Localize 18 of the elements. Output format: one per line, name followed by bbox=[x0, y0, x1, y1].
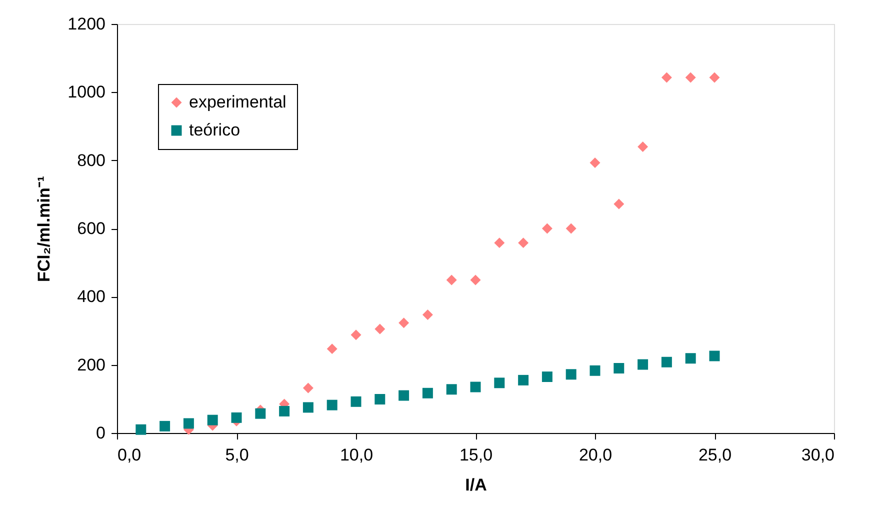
x-tick-label: 10,0 bbox=[340, 446, 374, 464]
y-tick-label: 800 bbox=[77, 150, 106, 170]
x-tick-label: 30,0 bbox=[801, 446, 834, 464]
y-tick-label: 200 bbox=[77, 355, 106, 374]
x-tick-label: 20,0 bbox=[578, 446, 612, 464]
x-tick-label: 15,0 bbox=[459, 446, 493, 464]
legend-label: teórico bbox=[189, 120, 240, 140]
y-tick-label: 1000 bbox=[68, 82, 106, 102]
y-tick-label: 1200 bbox=[68, 14, 106, 34]
x-tick-label: 25,0 bbox=[698, 446, 732, 464]
x-tick-label: 0,0 bbox=[118, 446, 142, 464]
x-tick-label: 5,0 bbox=[225, 446, 249, 464]
y-tick-label: 600 bbox=[77, 219, 106, 238]
y-axis-title: FCl₂/ml.min⁻¹ bbox=[34, 176, 54, 282]
y-tick-label: 400 bbox=[77, 287, 106, 306]
x-axis-title: I/A bbox=[465, 476, 487, 494]
y-tick-label: 0 bbox=[96, 424, 106, 442]
legend-label: experimental bbox=[189, 92, 286, 112]
